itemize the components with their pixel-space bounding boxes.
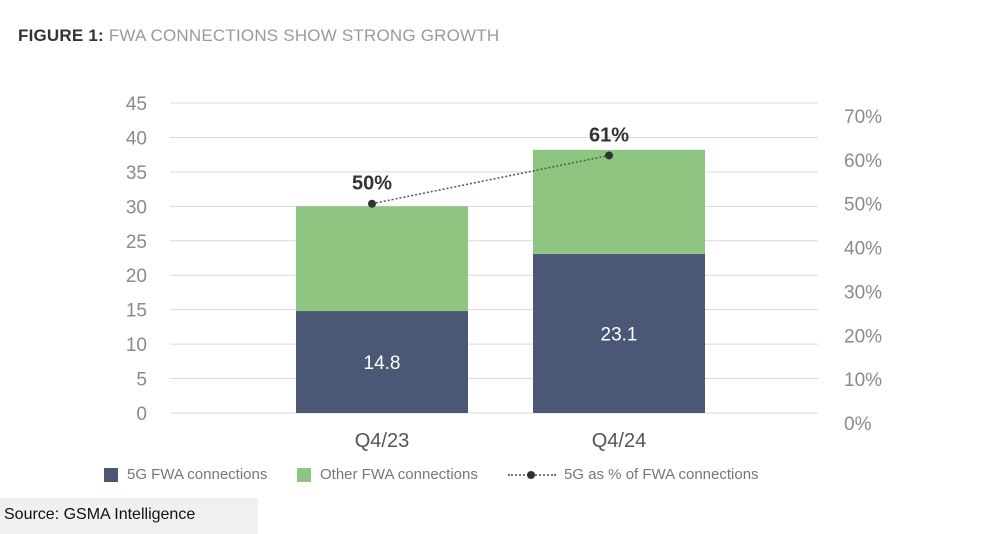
legend-item-other: Other FWA connections: [297, 466, 478, 483]
y2-tick-label: 10%: [844, 370, 882, 391]
y2-tick-label: 60%: [844, 151, 882, 172]
y-tick-label: 45: [126, 94, 147, 115]
legend-label-pct: 5G as % of FWA connections: [564, 466, 759, 483]
y-tick-label: 0: [136, 404, 147, 425]
bar-data-label: 23.1: [601, 324, 638, 345]
y-tick-label: 40: [126, 128, 147, 149]
y-tick-label: 5: [136, 370, 147, 391]
figure-label: FIGURE 1:: [18, 26, 104, 45]
source-text: Source: GSMA Intelligence: [4, 506, 196, 523]
legend-line-marker: [508, 468, 556, 482]
y-tick-label: 10: [126, 335, 147, 356]
legend-label-other: Other FWA connections: [320, 466, 478, 483]
y-tick-label: 25: [126, 232, 147, 253]
legend-item-5g: 5G FWA connections: [104, 466, 267, 483]
y-tick-label: 20: [126, 266, 147, 287]
pct-marker: [605, 151, 613, 160]
legend: 5G FWA connections Other FWA connections…: [0, 466, 1000, 488]
legend-item-pct: 5G as % of FWA connections: [508, 466, 759, 483]
bar-other: [296, 206, 468, 312]
pct-data-label: 61%: [589, 124, 629, 146]
y2-tick-label: 20%: [844, 326, 882, 347]
pct-data-label: 50%: [352, 173, 392, 195]
bar-other: [533, 149, 705, 254]
x-tick-label: Q4/24: [592, 430, 646, 452]
figure-title: FWA CONNECTIONS SHOW STRONG GROWTH: [108, 26, 500, 45]
y-tick-label: 15: [126, 301, 147, 322]
chart-area: 0 5 10 15 20 25 30 35 40 45 0% 10% 20% 30% 40% 50% 60% 70…: [126, 94, 882, 452]
y2-tick-label: 70%: [844, 107, 882, 128]
legend-swatch-other: [297, 467, 311, 482]
pct-line: [371, 154, 610, 205]
y2-tick-label: 30%: [844, 282, 882, 303]
legend-label-5g: 5G FWA connections: [127, 466, 268, 483]
x-tick-label: Q4/23: [355, 430, 409, 452]
bar-data-label: 14.8: [364, 353, 401, 374]
bar-5g: [296, 311, 468, 413]
y-tick-label: 30: [126, 197, 147, 218]
y2-tick-label: 0%: [844, 414, 872, 435]
y-tick-label: 35: [126, 163, 147, 184]
source-bar: Source: GSMA Intelligence: [0, 498, 258, 534]
y2-tick-label: 40%: [844, 239, 882, 260]
legend-swatch-5g: [104, 467, 118, 482]
y2-tick-label: 50%: [844, 195, 882, 216]
bar-5g: [533, 253, 705, 413]
pct-marker: [368, 199, 376, 208]
chart-title: FIGURE 1: FWA CONNECTIONS SHOW STRONG GR…: [18, 26, 499, 46]
